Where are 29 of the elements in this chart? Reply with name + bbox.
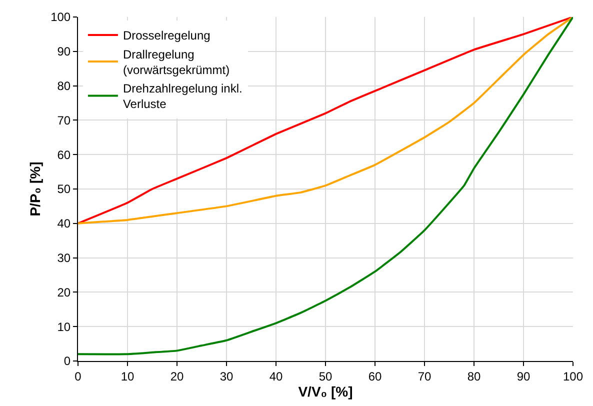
line-series	[78, 17, 573, 356]
x-tick-label: 40	[269, 369, 283, 384]
y-tick-label: 20	[57, 285, 71, 300]
x-tick-label: 10	[120, 369, 134, 384]
legend-label: Drehzahlregelung inkl. Verluste	[122, 82, 242, 112]
x-tick-label: 0	[74, 369, 82, 384]
y-tick-label: 70	[57, 113, 71, 128]
y-tick-label: 40	[57, 216, 71, 231]
x-tick-label: 90	[516, 369, 530, 384]
y-tick-label: 90	[57, 44, 71, 59]
y-axis-title: P/P₀ [%]	[27, 162, 44, 216]
y-tick-label: 50	[57, 182, 71, 196]
y-tick-label: 30	[57, 251, 71, 265]
x-tick-label: 70	[418, 369, 432, 384]
x-tick-label: 30	[220, 369, 234, 384]
y-tick-label: 10	[57, 320, 71, 334]
x-tick-label: 80	[467, 369, 481, 384]
y-tick-label: 100	[50, 10, 71, 24]
x-axis-title: V/V₀ [%]	[298, 383, 353, 400]
x-tick-label: 50	[318, 369, 332, 384]
y-tick-label: 80	[57, 79, 71, 93]
y-tick-label: 0	[64, 354, 71, 368]
x-tick-label: 100	[562, 369, 584, 384]
legend-label: Drosselregelung	[122, 28, 210, 43]
line-series	[78, 17, 573, 224]
x-tick-label: 60	[368, 369, 382, 384]
x-tick-label: 20	[170, 369, 184, 384]
y-tick-label: 60	[57, 148, 71, 162]
legend-label: Drallregelung (vorwärtsgekrümmt)	[122, 47, 230, 78]
